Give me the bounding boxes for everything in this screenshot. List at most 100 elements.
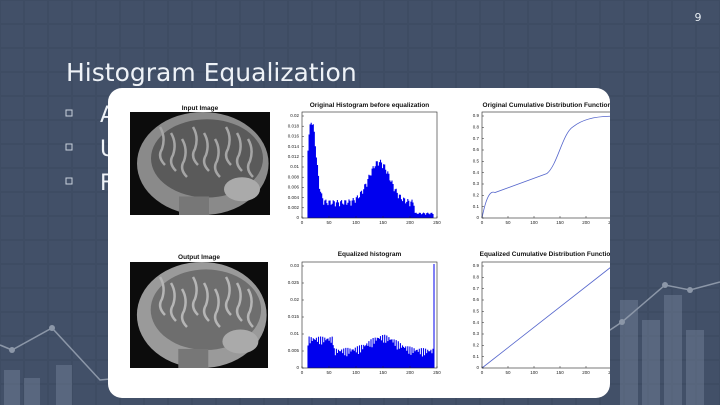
x-tick-label: 100 bbox=[530, 370, 538, 375]
mri-fold bbox=[202, 282, 210, 322]
y-tick-label: 0.6 bbox=[473, 147, 480, 152]
y-tick-label: 0.3 bbox=[473, 181, 480, 186]
y-tick-label: 0.016 bbox=[288, 134, 300, 139]
mri-fold bbox=[224, 276, 232, 316]
mri-fold bbox=[246, 138, 254, 178]
x-tick-label: 150 bbox=[379, 370, 387, 375]
y-tick-label: 0.4 bbox=[473, 170, 480, 175]
y-tick-label: 0.2 bbox=[473, 193, 480, 198]
y-tick-label: 0.5 bbox=[473, 159, 480, 164]
plot-frame bbox=[301, 261, 438, 369]
cdf-curve bbox=[481, 115, 610, 219]
x-tick-label: 200 bbox=[582, 220, 590, 225]
mri-neck bbox=[178, 348, 209, 368]
x-tick-label: 150 bbox=[379, 220, 387, 225]
mri-fold bbox=[235, 282, 243, 322]
mri-fold bbox=[213, 288, 221, 328]
x-tick-label: 50 bbox=[326, 370, 332, 375]
figure: Input Image Output Image Original Histogra… bbox=[130, 102, 616, 375]
image-title: Input Image bbox=[182, 105, 219, 112]
x-tick-label: 250 bbox=[433, 220, 441, 225]
x-tick-label: 200 bbox=[582, 370, 590, 375]
y-tick-label: 0.018 bbox=[288, 123, 300, 128]
y-tick-label: 0.015 bbox=[288, 314, 300, 319]
mri-brain bbox=[150, 269, 262, 350]
mri-fold bbox=[235, 132, 243, 172]
x-tick-label: 100 bbox=[352, 220, 360, 225]
x-tick-label: 250 bbox=[608, 370, 616, 375]
x-tick-label: 100 bbox=[352, 370, 360, 375]
y-tick-label: 0.014 bbox=[288, 144, 300, 149]
mri-fold bbox=[180, 288, 188, 328]
bullet-marker bbox=[65, 109, 73, 117]
x-tick-label: 0 bbox=[481, 220, 484, 225]
decor-chart bbox=[0, 281, 720, 405]
y-tick-label: 0.3 bbox=[473, 331, 480, 336]
plot-title: Equalized histogram bbox=[338, 251, 402, 258]
y-tick-label: 0.006 bbox=[288, 185, 300, 190]
plot-title: Original Cumulative Distribution Functio… bbox=[483, 102, 612, 109]
y-tick-label: 0.02 bbox=[290, 297, 299, 302]
plot-title: Equalized Cumulative Distribution Functi… bbox=[480, 251, 615, 258]
mri-fold bbox=[202, 132, 210, 172]
mri-fold bbox=[158, 276, 166, 316]
page-number: 9 bbox=[695, 11, 702, 24]
mri-fold bbox=[191, 276, 199, 316]
slide-title: Histogram Equalization bbox=[66, 58, 357, 87]
y-tick-label: 0.01 bbox=[290, 331, 299, 336]
mri-cerebellum bbox=[222, 329, 259, 354]
y-tick-label: 0.01 bbox=[290, 164, 299, 169]
y-tick-label: 0.9 bbox=[473, 113, 480, 118]
mri-fold bbox=[224, 126, 232, 166]
y-tick-label: 0 bbox=[296, 365, 299, 370]
y-tick-label: 0.004 bbox=[288, 195, 300, 200]
bullet-marker bbox=[65, 143, 73, 151]
mri-fold bbox=[213, 138, 221, 178]
y-tick-label: 0.6 bbox=[473, 297, 480, 302]
histogram bbox=[307, 122, 434, 218]
image-title: Output Image bbox=[178, 254, 220, 261]
x-tick-label: 0 bbox=[301, 220, 304, 225]
plot-frame bbox=[301, 111, 438, 219]
x-tick-label: 50 bbox=[505, 220, 511, 225]
y-tick-label: 0.03 bbox=[290, 263, 299, 268]
y-tick-label: 0.1 bbox=[473, 354, 480, 359]
y-tick-label: 0 bbox=[476, 215, 479, 220]
y-tick-label: 0.4 bbox=[473, 320, 480, 325]
plot-frame bbox=[481, 111, 610, 219]
histogram bbox=[307, 334, 434, 368]
y-tick-label: 0 bbox=[476, 365, 479, 370]
plot-title: Original Histogram before equalization bbox=[310, 102, 430, 109]
y-tick-label: 0.8 bbox=[473, 275, 480, 280]
mri-brain bbox=[151, 119, 263, 198]
y-tick-label: 0.008 bbox=[288, 174, 300, 179]
mri-neck bbox=[179, 196, 209, 215]
x-tick-label: 50 bbox=[505, 370, 511, 375]
y-tick-label: 0.9 bbox=[473, 263, 480, 268]
y-tick-label: 0 bbox=[296, 215, 299, 220]
x-tick-label: 0 bbox=[301, 370, 304, 375]
mri-fold bbox=[169, 132, 177, 172]
x-tick-label: 150 bbox=[556, 220, 564, 225]
y-tick-label: 0.025 bbox=[288, 280, 300, 285]
plot-frame bbox=[481, 261, 610, 369]
y-tick-label: 0.7 bbox=[473, 136, 480, 141]
y-tick-label: 0.2 bbox=[473, 343, 480, 348]
x-tick-label: 0 bbox=[481, 370, 484, 375]
x-tick-label: 50 bbox=[326, 220, 332, 225]
cdf-curve bbox=[481, 265, 610, 369]
y-tick-label: 0.02 bbox=[290, 113, 299, 118]
y-tick-label: 0.1 bbox=[473, 204, 480, 209]
y-tick-label: 0.012 bbox=[288, 154, 300, 159]
y-tick-label: 0.002 bbox=[288, 205, 300, 210]
x-tick-label: 150 bbox=[556, 370, 564, 375]
y-tick-label: 0.7 bbox=[473, 286, 480, 291]
x-tick-label: 250 bbox=[433, 370, 441, 375]
mri-cerebellum bbox=[224, 177, 260, 202]
x-tick-label: 100 bbox=[530, 220, 538, 225]
y-tick-label: 0.005 bbox=[288, 348, 300, 353]
y-tick-label: 0.5 bbox=[473, 309, 480, 314]
x-tick-label: 200 bbox=[406, 370, 414, 375]
